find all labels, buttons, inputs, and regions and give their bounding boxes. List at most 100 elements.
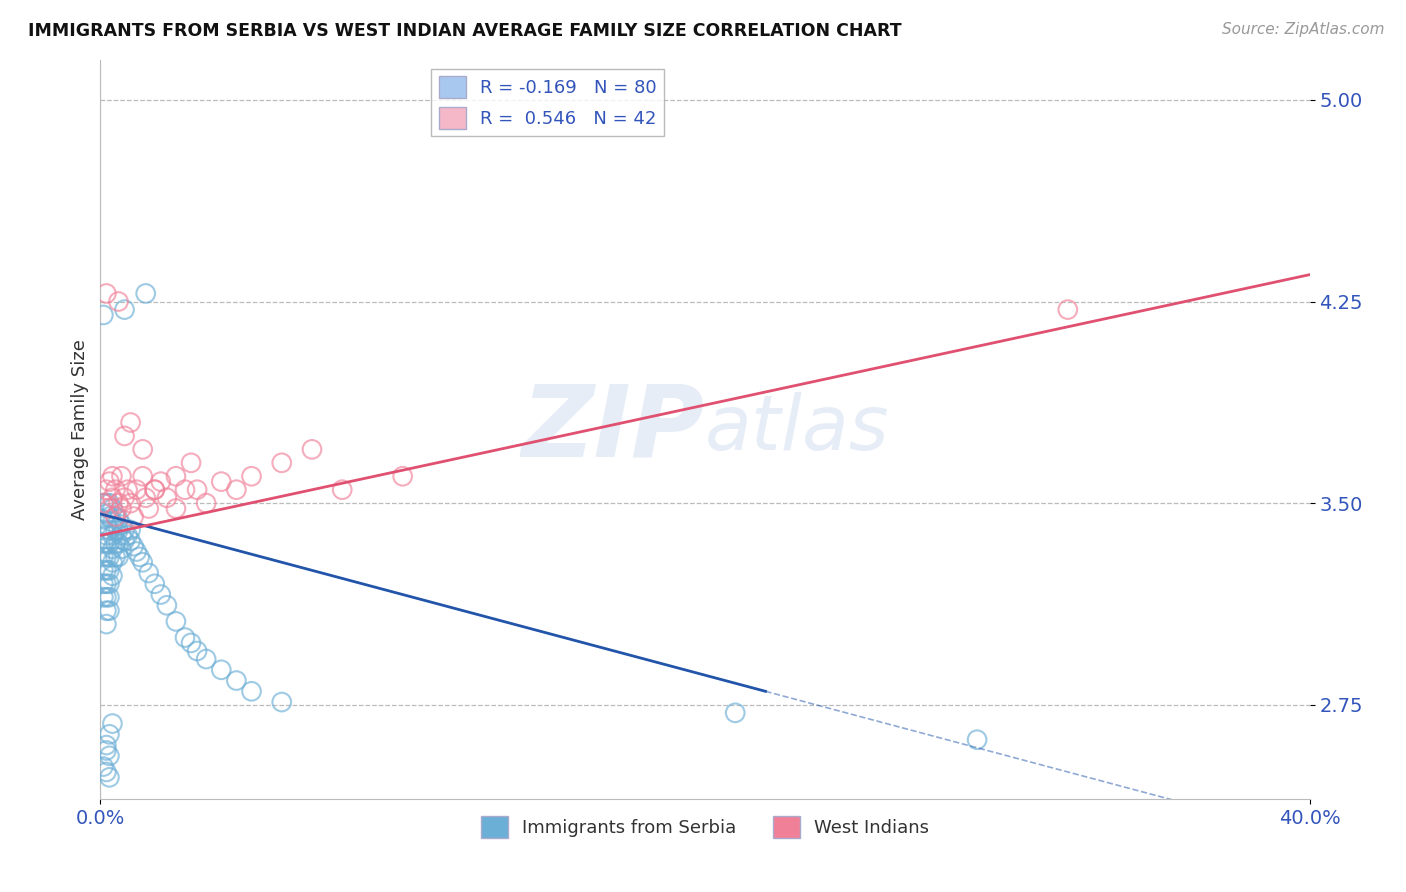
Point bbox=[93, 576, 115, 591]
Point bbox=[240, 469, 263, 483]
Point bbox=[107, 536, 129, 550]
Point bbox=[96, 496, 118, 510]
Point bbox=[174, 483, 197, 497]
Point bbox=[125, 544, 148, 558]
Text: ZIP: ZIP bbox=[522, 381, 704, 478]
Point bbox=[120, 533, 142, 548]
Point bbox=[107, 496, 129, 510]
Point bbox=[131, 469, 153, 483]
Point bbox=[93, 591, 115, 605]
Point bbox=[225, 483, 247, 497]
Point bbox=[98, 591, 121, 605]
Point bbox=[104, 549, 127, 564]
Legend: Immigrants from Serbia, West Indians: Immigrants from Serbia, West Indians bbox=[474, 809, 936, 846]
Point bbox=[174, 631, 197, 645]
Point bbox=[93, 496, 115, 510]
Point bbox=[93, 759, 115, 773]
Point bbox=[93, 496, 115, 510]
Point bbox=[107, 549, 129, 564]
Point bbox=[96, 591, 118, 605]
Point bbox=[114, 429, 136, 443]
Point bbox=[93, 536, 115, 550]
Point bbox=[225, 673, 247, 688]
Point bbox=[165, 469, 187, 483]
Point bbox=[149, 588, 172, 602]
Point bbox=[93, 512, 115, 526]
Point bbox=[98, 748, 121, 763]
Point bbox=[96, 536, 118, 550]
Point bbox=[98, 770, 121, 784]
Point bbox=[391, 469, 413, 483]
Point bbox=[131, 555, 153, 569]
Point bbox=[110, 469, 132, 483]
Point bbox=[138, 501, 160, 516]
Point bbox=[156, 491, 179, 505]
Point bbox=[96, 286, 118, 301]
Point bbox=[149, 475, 172, 489]
Point bbox=[101, 515, 124, 529]
Point bbox=[104, 509, 127, 524]
Point bbox=[107, 294, 129, 309]
Point bbox=[107, 523, 129, 537]
Point bbox=[96, 563, 118, 577]
Text: IMMIGRANTS FROM SERBIA VS WEST INDIAN AVERAGE FAMILY SIZE CORRELATION CHART: IMMIGRANTS FROM SERBIA VS WEST INDIAN AV… bbox=[28, 22, 901, 40]
Point bbox=[93, 523, 115, 537]
Point bbox=[104, 523, 127, 537]
Point bbox=[125, 483, 148, 497]
Point bbox=[186, 644, 208, 658]
Point bbox=[98, 501, 121, 516]
Point bbox=[120, 496, 142, 510]
Point bbox=[98, 604, 121, 618]
Point bbox=[1056, 302, 1078, 317]
Point bbox=[270, 695, 292, 709]
Point bbox=[110, 501, 132, 516]
Point bbox=[98, 549, 121, 564]
Point bbox=[98, 563, 121, 577]
Point bbox=[143, 483, 166, 497]
Point bbox=[120, 523, 142, 537]
Point bbox=[96, 617, 118, 632]
Point bbox=[96, 517, 118, 532]
Point bbox=[93, 563, 115, 577]
Point bbox=[301, 442, 323, 457]
Point bbox=[180, 456, 202, 470]
Point bbox=[98, 475, 121, 489]
Point bbox=[98, 523, 121, 537]
Point bbox=[209, 475, 232, 489]
Point bbox=[128, 549, 150, 564]
Point bbox=[110, 541, 132, 556]
Point bbox=[93, 308, 115, 322]
Point bbox=[156, 599, 179, 613]
Point bbox=[165, 615, 187, 629]
Point bbox=[110, 528, 132, 542]
Point bbox=[93, 549, 115, 564]
Point bbox=[180, 636, 202, 650]
Point bbox=[165, 501, 187, 516]
Point bbox=[104, 483, 127, 497]
Point bbox=[135, 286, 157, 301]
Point bbox=[101, 568, 124, 582]
Point bbox=[114, 302, 136, 317]
Point bbox=[98, 727, 121, 741]
Point bbox=[120, 416, 142, 430]
Point bbox=[101, 555, 124, 569]
Point bbox=[143, 576, 166, 591]
Point bbox=[195, 652, 218, 666]
Point bbox=[114, 491, 136, 505]
Point bbox=[98, 509, 121, 524]
Point bbox=[104, 509, 127, 524]
Text: atlas: atlas bbox=[704, 392, 890, 467]
Point bbox=[96, 576, 118, 591]
Point bbox=[101, 541, 124, 556]
Point bbox=[107, 512, 129, 526]
Point bbox=[240, 684, 263, 698]
Point bbox=[270, 456, 292, 470]
Point bbox=[98, 496, 121, 510]
Point bbox=[186, 483, 208, 497]
Point bbox=[122, 509, 145, 524]
Point bbox=[330, 483, 353, 497]
Point bbox=[114, 523, 136, 537]
Point bbox=[96, 507, 118, 521]
Point bbox=[143, 483, 166, 497]
Point bbox=[209, 663, 232, 677]
